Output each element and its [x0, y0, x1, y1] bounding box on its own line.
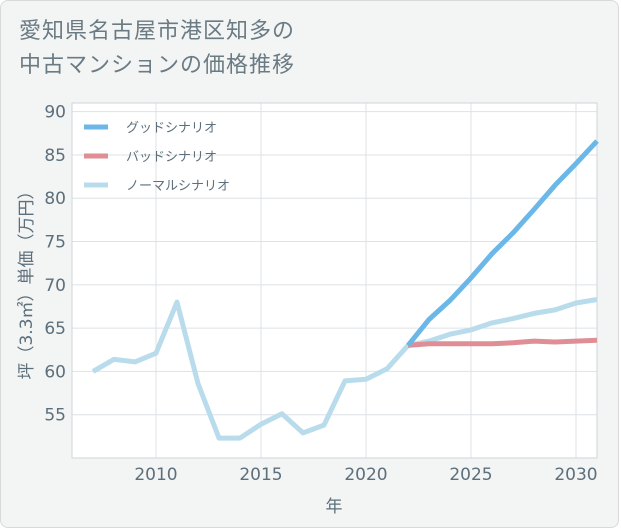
y-tick-label-60: 60: [44, 362, 66, 382]
legend-label-0: グッドシナリオ: [126, 121, 217, 136]
y-axis-ticks: 55 60 65 70 75 80 85 90: [44, 103, 66, 426]
y-tick-label-75: 75: [44, 233, 66, 253]
y-tick-label-70: 70: [44, 276, 66, 296]
legend-label-2: ノーマルシナリオ: [126, 179, 230, 194]
grid-lines: [71, 102, 598, 459]
x-axis-label: 年: [326, 497, 343, 517]
y-tick-label-90: 90: [44, 103, 66, 123]
chart-title: 愛知県名古屋市港区知多の 中古マンションの価格推移: [19, 15, 295, 83]
series-line-0: [406, 139, 599, 347]
series-line-2: [91, 297, 598, 441]
y-tick-label-85: 85: [44, 146, 66, 166]
x-tick-label-2010: 2010: [134, 465, 177, 485]
plot-border: [71, 102, 598, 459]
x-tick-label-2015: 2015: [239, 465, 282, 485]
y-tick-label-55: 55: [44, 406, 66, 426]
series-line-1: [407, 337, 598, 348]
x-tick-label-2030: 2030: [554, 465, 597, 485]
y-axis-label: 坪（3.3㎡）単価（万円）: [17, 182, 37, 379]
x-tick-label-2020: 2020: [344, 465, 387, 485]
series-lines: [91, 139, 599, 441]
y-tick-label-65: 65: [44, 319, 66, 339]
x-axis-ticks: 2010 2015 2020 2025 2030: [134, 465, 597, 485]
title-line-1: 愛知県名古屋市港区知多の: [19, 19, 296, 44]
y-tick-label-80: 80: [44, 189, 66, 209]
x-tick-label-2025: 2025: [449, 465, 492, 485]
title-line-2: 中古マンションの価格推移: [19, 53, 296, 78]
legend-label-1: バッドシナリオ: [126, 150, 217, 165]
